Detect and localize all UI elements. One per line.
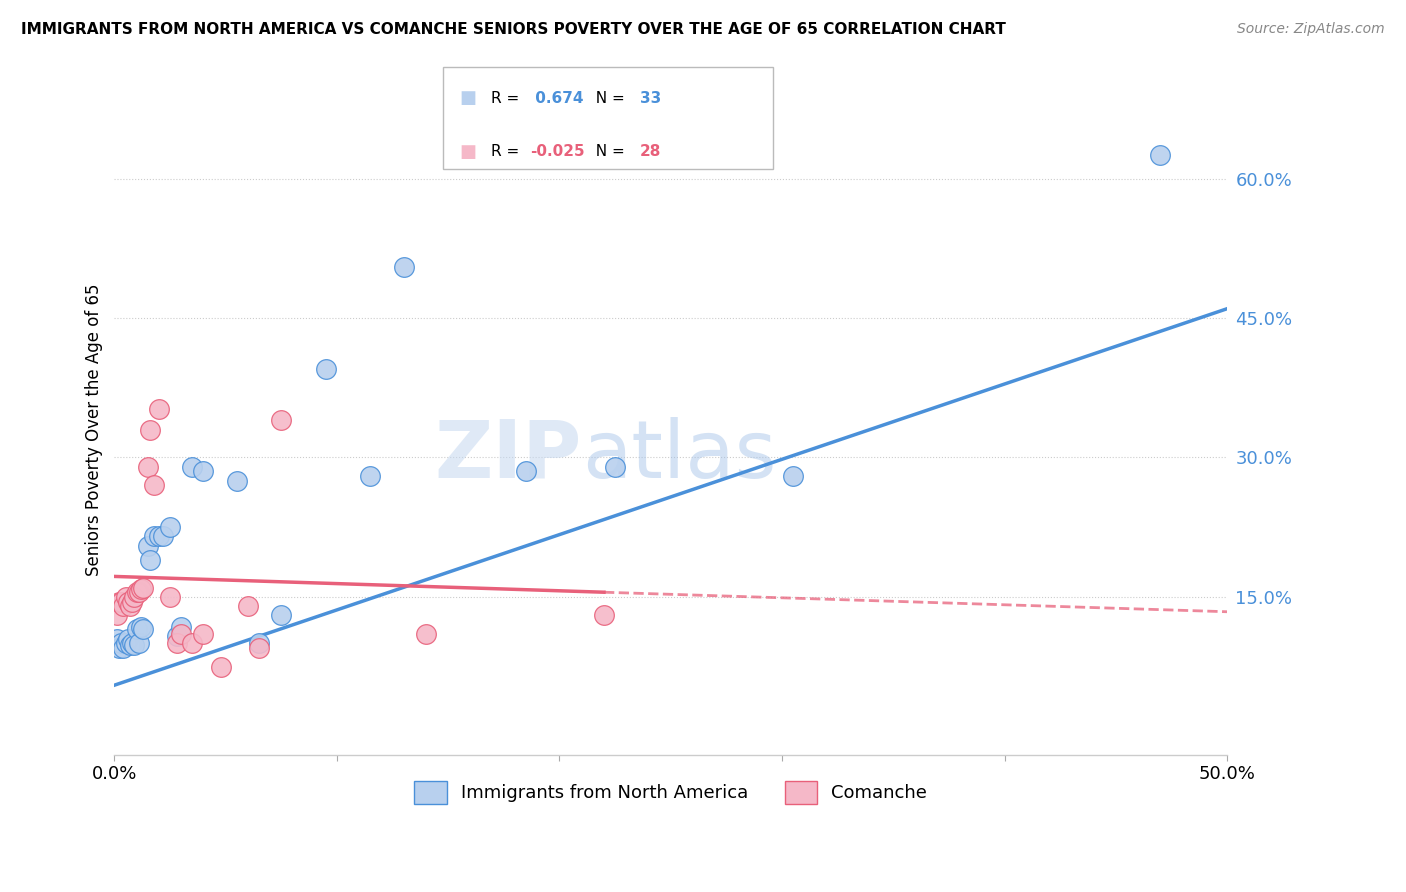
Point <box>129 582 152 597</box>
Point <box>121 636 143 650</box>
Point <box>124 638 146 652</box>
Text: 33: 33 <box>640 91 661 105</box>
Point <box>270 413 292 427</box>
Point <box>392 260 415 274</box>
Point <box>782 469 804 483</box>
Point <box>359 469 381 483</box>
Text: Source: ZipAtlas.com: Source: ZipAtlas.com <box>1237 22 1385 37</box>
Point <box>110 594 132 608</box>
Point <box>108 640 131 655</box>
Point <box>128 585 150 599</box>
Point <box>605 459 627 474</box>
Text: ■: ■ <box>460 89 477 107</box>
Point <box>270 608 292 623</box>
Point <box>193 627 215 641</box>
Point <box>117 594 139 608</box>
Point <box>112 640 135 655</box>
Point <box>159 520 181 534</box>
Point <box>121 594 143 608</box>
Point <box>315 362 337 376</box>
Point <box>247 636 270 650</box>
Point <box>593 608 616 623</box>
Text: 28: 28 <box>640 145 661 159</box>
Point <box>139 552 162 566</box>
Y-axis label: Seniors Poverty Over the Age of 65: Seniors Poverty Over the Age of 65 <box>86 284 103 576</box>
Point <box>136 539 159 553</box>
Point <box>124 590 146 604</box>
Text: IMMIGRANTS FROM NORTH AMERICA VS COMANCHE SENIORS POVERTY OVER THE AGE OF 65 COR: IMMIGRANTS FROM NORTH AMERICA VS COMANCH… <box>21 22 1005 37</box>
Point <box>236 599 259 614</box>
Point <box>117 632 139 646</box>
Text: R =: R = <box>491 91 524 105</box>
Point <box>515 464 537 478</box>
Point <box>110 636 132 650</box>
Point <box>159 590 181 604</box>
Point <box>166 636 188 650</box>
Text: R =: R = <box>491 145 524 159</box>
Point <box>128 636 150 650</box>
Text: ZIP: ZIP <box>434 417 582 494</box>
Point <box>125 623 148 637</box>
Point <box>136 459 159 474</box>
Point <box>132 623 155 637</box>
Point <box>148 402 170 417</box>
Point <box>132 581 155 595</box>
Point <box>170 627 193 641</box>
Point <box>143 478 166 492</box>
Text: ■: ■ <box>460 143 477 161</box>
Legend: Immigrants from North America, Comanche: Immigrants from North America, Comanche <box>406 773 935 811</box>
Point <box>118 638 141 652</box>
Point <box>193 464 215 478</box>
Text: 0.674: 0.674 <box>530 91 583 105</box>
Text: N =: N = <box>586 145 630 159</box>
Point <box>143 529 166 543</box>
Point <box>247 640 270 655</box>
Point <box>209 659 232 673</box>
Point <box>181 636 204 650</box>
Point <box>181 459 204 474</box>
Text: atlas: atlas <box>582 417 776 494</box>
Point <box>139 423 162 437</box>
Point <box>114 590 136 604</box>
Point <box>170 619 193 633</box>
Point <box>225 474 247 488</box>
Point <box>129 619 152 633</box>
Point <box>1149 148 1171 162</box>
Point <box>148 529 170 543</box>
Point <box>108 594 131 608</box>
Point <box>114 636 136 650</box>
Point <box>166 629 188 643</box>
Text: -0.025: -0.025 <box>530 145 585 159</box>
Point <box>105 632 128 646</box>
Text: N =: N = <box>586 91 630 105</box>
Point <box>105 608 128 623</box>
Point <box>125 585 148 599</box>
Point <box>112 599 135 614</box>
Point <box>152 529 174 543</box>
Point <box>118 599 141 614</box>
Point <box>415 627 437 641</box>
